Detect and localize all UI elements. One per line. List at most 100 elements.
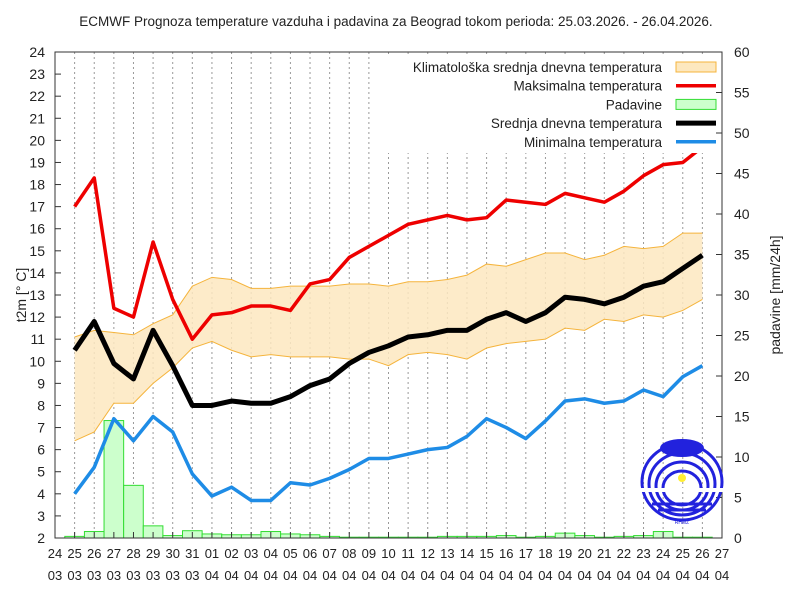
x-tick-month: 04 — [656, 568, 670, 583]
x-tick-day: 12 — [421, 546, 435, 561]
x-tick-day: 23 — [636, 546, 650, 561]
y2-tick-label: 0 — [734, 530, 742, 546]
x-tick-day: 25 — [676, 546, 690, 561]
x-tick-day: 27 — [107, 546, 121, 561]
x-tick-day: 07 — [322, 546, 336, 561]
x-tick-day: 11 — [401, 546, 415, 561]
x-tick-day: 24 — [656, 546, 670, 561]
y-tick-label: 16 — [29, 221, 45, 237]
legend-label: Maksimalna temperatura — [513, 79, 662, 94]
x-tick-month: 03 — [87, 568, 101, 583]
x-tick-day: 06 — [303, 546, 317, 561]
x-tick-month: 04 — [381, 568, 395, 583]
x-tick-month: 04 — [538, 568, 552, 583]
x-tick-day: 25 — [67, 546, 81, 561]
y-tick-label: 10 — [29, 353, 45, 369]
x-tick-day: 05 — [283, 546, 297, 561]
y2-tick-label: 25 — [734, 328, 750, 344]
climate-band-lower — [74, 298, 703, 442]
min-temp-line — [73, 364, 704, 503]
x-tick-month: 04 — [676, 568, 690, 583]
y-tick-label: 8 — [37, 397, 45, 413]
x-tick-day: 31 — [185, 546, 199, 561]
x-tick-day: 28 — [126, 546, 140, 561]
legend-label: Klimatološka srednja dnevna temperatura — [413, 60, 663, 75]
svg-text:RHMZ: RHMZ — [675, 520, 689, 526]
y2-tick-label: 35 — [734, 247, 750, 263]
climate-band-upper — [74, 232, 703, 338]
y2-tick-label: 15 — [734, 409, 750, 425]
x-tick-day: 26 — [695, 546, 709, 561]
y-tick-label: 6 — [37, 442, 45, 458]
y-tick-label: 14 — [29, 265, 45, 281]
legend-label: Srednja dnevna temperatura — [491, 116, 663, 131]
y-tick-label: 15 — [29, 243, 45, 259]
x-tick-month: 04 — [597, 568, 611, 583]
x-tick-month: 04 — [617, 568, 631, 583]
y2-tick-label: 45 — [734, 166, 750, 182]
x-tick-month: 04 — [224, 568, 238, 583]
x-tick-month: 04 — [362, 568, 376, 583]
x-tick-month: 04 — [695, 568, 709, 583]
x-tick-day: 29 — [146, 546, 160, 561]
x-tick-month: 04 — [460, 568, 474, 583]
x-tick-month: 03 — [165, 568, 179, 583]
x-tick-month: 04 — [205, 568, 219, 583]
y-tick-label: 18 — [29, 177, 45, 193]
y2-tick-label: 60 — [734, 44, 750, 60]
x-tick-month: 03 — [126, 568, 140, 583]
x-tick-month: 04 — [342, 568, 356, 583]
x-tick-month: 04 — [577, 568, 591, 583]
legend-background — [370, 55, 720, 153]
legend-swatch — [675, 61, 717, 73]
y2-tick-label: 40 — [734, 206, 750, 222]
x-tick-month: 04 — [715, 568, 729, 583]
x-tick-day: 21 — [597, 546, 611, 561]
x-tick-month: 04 — [283, 568, 297, 583]
y-tick-label: 7 — [37, 420, 45, 436]
x-tick-day: 01 — [205, 546, 219, 561]
y-tick-label: 13 — [29, 287, 45, 303]
x-tick-month: 04 — [322, 568, 336, 583]
y-tick-label: 11 — [30, 331, 45, 347]
x-tick-month: 03 — [107, 568, 121, 583]
x-tick-month: 04 — [499, 568, 513, 583]
x-tick-day: 08 — [342, 546, 356, 561]
x-tick-day: 14 — [460, 546, 474, 561]
x-tick-day: 22 — [617, 546, 631, 561]
x-tick-day: 02 — [224, 546, 238, 561]
y-tick-label: 20 — [29, 132, 45, 148]
y-tick-label: 5 — [37, 464, 45, 480]
y-tick-label: 2 — [37, 530, 45, 546]
x-tick-day: 27 — [715, 546, 729, 561]
x-tick-month: 03 — [67, 568, 81, 583]
x-tick-day: 09 — [362, 546, 376, 561]
x-tick-day: 04 — [264, 546, 278, 561]
x-tick-month: 04 — [421, 568, 435, 583]
x-tick-month: 04 — [303, 568, 317, 583]
x-tick-month: 04 — [636, 568, 650, 583]
legend-swatch — [675, 98, 717, 110]
x-tick-month: 03 — [146, 568, 160, 583]
legend-label: Minimalna temperatura — [524, 135, 663, 150]
x-tick-day: 03 — [244, 546, 258, 561]
x-tick-month: 04 — [244, 568, 258, 583]
y-tick-label: 3 — [37, 508, 45, 524]
chart-title: ECMWF Prognoza temperature vazduha i pad… — [79, 14, 712, 29]
x-tick-day: 13 — [440, 546, 454, 561]
climate-band — [74, 233, 703, 441]
x-tick-day: 17 — [519, 546, 533, 561]
x-tick-month: 04 — [519, 568, 533, 583]
x-tick-day: 24 — [48, 546, 62, 561]
x-tick-month: 03 — [185, 568, 199, 583]
x-tick-month: 04 — [558, 568, 572, 583]
x-tick-day: 16 — [499, 546, 513, 561]
y-tick-label: 4 — [37, 486, 45, 502]
y2-tick-label: 5 — [734, 490, 742, 506]
y-tick-label: 17 — [29, 199, 45, 215]
y2-tick-label: 20 — [734, 368, 750, 384]
x-tick-day: 10 — [381, 546, 395, 561]
x-tick-day: 20 — [577, 546, 591, 561]
